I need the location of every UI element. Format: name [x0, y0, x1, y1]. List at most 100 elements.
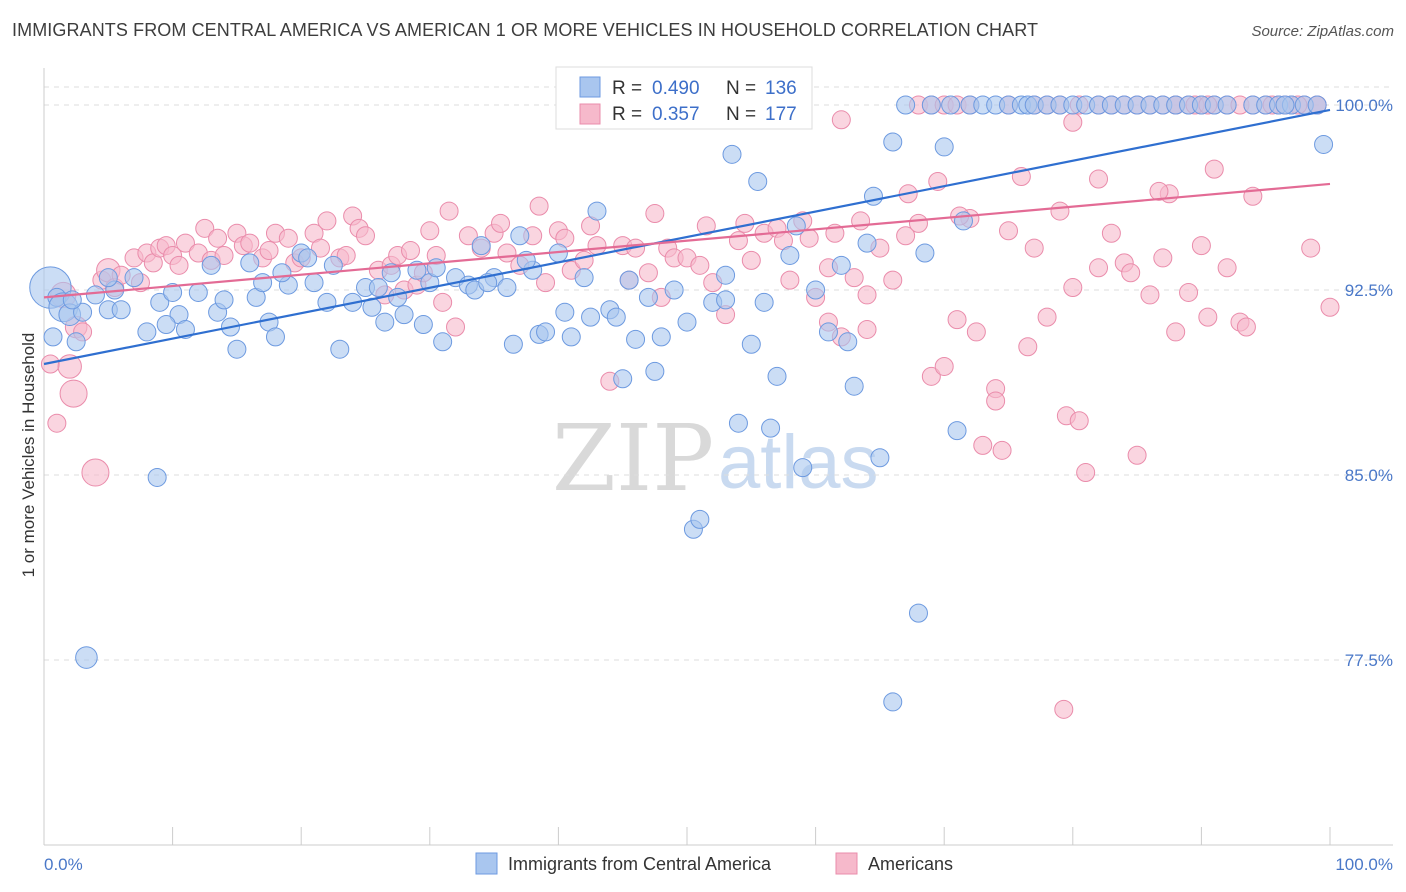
point-americans-1 [47, 413, 67, 433]
point-central-america-82 [780, 245, 800, 265]
point-americans-124 [1101, 223, 1121, 243]
point-central-america-85 [806, 280, 826, 300]
point-central-america-6 [85, 285, 105, 305]
point-central-america-57 [555, 302, 575, 322]
point-central-america-141 [147, 467, 167, 487]
point-central-america-16 [188, 282, 208, 302]
point-americans-186 [1121, 263, 1141, 283]
point-americans-53 [433, 292, 453, 312]
point-central-america-22 [240, 253, 260, 273]
point-central-america-72 [690, 509, 710, 529]
axes [43, 68, 1393, 846]
point-central-america-58 [561, 327, 581, 347]
gridlines [44, 86, 1393, 661]
point-central-america-41 [413, 315, 433, 335]
stats-legend-r-pink: 0.357 [652, 104, 700, 125]
stats-legend-swatch-blue [579, 76, 601, 98]
point-americans-110 [966, 322, 986, 342]
point-central-america-21 [227, 339, 247, 359]
stats-legend-n-label-blue: N = [726, 78, 756, 99]
point-americans-130 [1179, 282, 1199, 302]
point-central-america-12 [150, 292, 170, 312]
point-americans-178 [986, 391, 1006, 411]
point-americans-22 [195, 218, 215, 238]
point-central-america-99 [941, 95, 961, 115]
stats-legend-r-blue: 0.490 [652, 78, 700, 99]
point-americans-117 [1024, 238, 1044, 258]
point-americans-145 [1063, 112, 1083, 132]
bottom-legend: Immigrants from Central America American… [475, 852, 953, 875]
point-central-america-95 [908, 603, 928, 623]
point-central-america-68 [651, 327, 671, 347]
point-americans-182 [1149, 181, 1169, 201]
point-americans-177 [1089, 258, 1109, 278]
point-americans-114 [999, 221, 1018, 241]
point-americans-108 [947, 310, 967, 330]
point-central-america-61 [587, 201, 607, 221]
point-americans-121 [1063, 278, 1083, 298]
point-central-america-55 [536, 322, 556, 342]
point-central-america-32 [330, 339, 350, 359]
point-americans-54 [439, 201, 459, 221]
point-americans-103 [896, 226, 916, 246]
y-tick-labels: 77.5% 85.0% 92.5% 100.0% [1335, 96, 1393, 670]
point-americans-116 [1018, 337, 1038, 357]
legend-swatch-central-america [475, 852, 498, 875]
stats-legend-n-blue: 136 [765, 78, 797, 99]
point-americans-133 [1217, 258, 1237, 278]
point-central-america-19 [214, 290, 234, 310]
y-tick-label-0: 77.5% [1345, 651, 1393, 670]
point-americans-113 [992, 440, 1012, 460]
point-central-america-75 [722, 144, 742, 164]
point-central-america-140 [75, 646, 98, 669]
point-central-america-26 [265, 327, 285, 347]
point-central-america-87 [831, 255, 851, 275]
y-axis-title: 1 or more Vehicles in Household [19, 333, 38, 578]
point-central-america-36 [368, 278, 388, 298]
point-central-america-133 [323, 255, 343, 275]
point-americans-127 [1140, 285, 1160, 305]
point-americans-119 [1050, 201, 1070, 221]
legend-swatch-americans [835, 852, 858, 875]
point-americans-51 [420, 221, 440, 241]
point-americans-185 [1236, 317, 1256, 337]
point-central-america-94 [896, 95, 916, 115]
point-central-america-70 [677, 312, 697, 332]
point-americans-6 [81, 458, 110, 487]
point-central-america-123 [1217, 95, 1237, 115]
x-tick-label-max: 100.0% [1335, 855, 1393, 874]
point-americans-128 [1153, 248, 1173, 268]
point-central-america-39 [394, 305, 414, 325]
point-americans-42 [356, 226, 375, 246]
point-central-america-88 [838, 332, 858, 352]
point-americans-111 [973, 435, 993, 455]
point-central-america-66 [638, 287, 658, 307]
point-central-america-69 [664, 280, 684, 300]
point-americans-179 [1069, 411, 1089, 431]
point-central-america-90 [857, 233, 877, 253]
point-central-america-15 [175, 319, 195, 339]
stats-legend: R = 0.490 N = 136 R = 0.357 N = 177 [555, 66, 813, 130]
point-americans-63 [529, 196, 549, 216]
point-americans-56 [458, 226, 478, 246]
point-americans-59 [491, 213, 511, 233]
watermark-zip: ZIP [552, 405, 714, 512]
point-americans-76 [645, 204, 665, 224]
point-central-america-138 [716, 265, 736, 285]
point-central-america-50 [497, 278, 517, 298]
point-americans-129 [1166, 322, 1186, 342]
y-tick-label-1: 85.0% [1345, 466, 1393, 485]
point-americans-70 [587, 236, 607, 256]
point-central-america-59 [574, 268, 594, 288]
point-central-america-139 [1275, 95, 1295, 115]
point-americans-48 [401, 241, 421, 261]
point-central-america-131 [156, 315, 176, 335]
point-central-america-65 [626, 329, 646, 349]
point-americans-30 [259, 241, 279, 261]
point-americans-131 [1191, 236, 1211, 256]
point-americans-36 [310, 238, 330, 258]
point-central-america-129 [1307, 95, 1327, 115]
point-central-america-30 [304, 273, 324, 293]
point-central-america-143 [43, 327, 63, 347]
point-americans-81 [690, 255, 710, 275]
